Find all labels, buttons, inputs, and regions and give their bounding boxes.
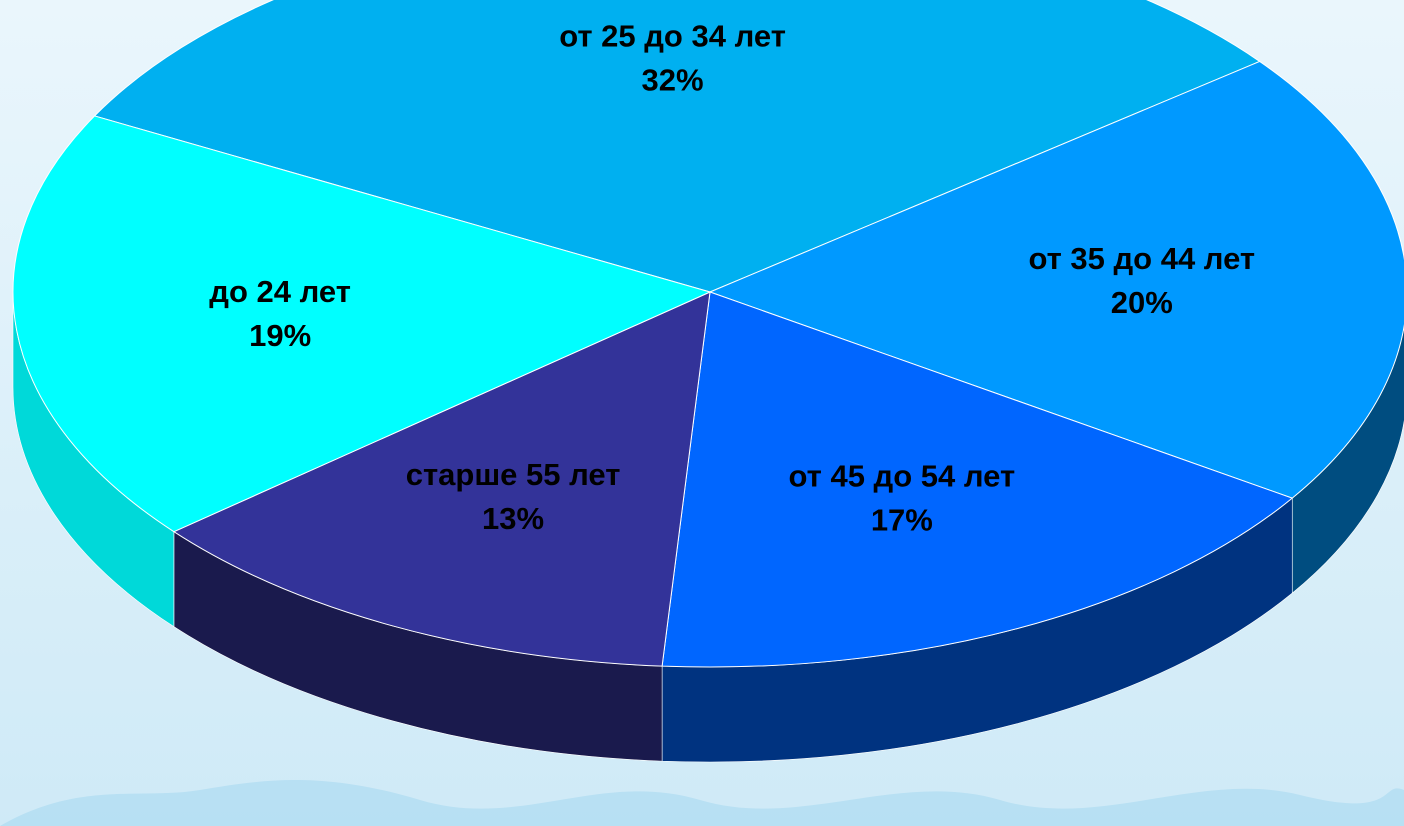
value-label: 20% [1111, 285, 1173, 320]
value-label: 13% [482, 501, 544, 536]
value-label: 32% [642, 63, 704, 98]
value-label: 19% [249, 318, 311, 353]
pie: от 25 до 34 лет 32% от 35 до 44 лет 20% от 4… [13, 0, 1404, 762]
category-label: от 45 до 54 лет [789, 459, 1016, 494]
category-label: до 24 лет [209, 274, 351, 309]
category-label: от 25 до 34 лет [559, 19, 786, 54]
chart: от 25 до 34 лет 32% от 35 до 44 лет 20% от 4… [0, 0, 1404, 826]
value-label: 17% [871, 503, 933, 538]
category-label: от 35 до 44 лет [1028, 241, 1255, 276]
category-label: старше 55 лет [406, 457, 621, 492]
